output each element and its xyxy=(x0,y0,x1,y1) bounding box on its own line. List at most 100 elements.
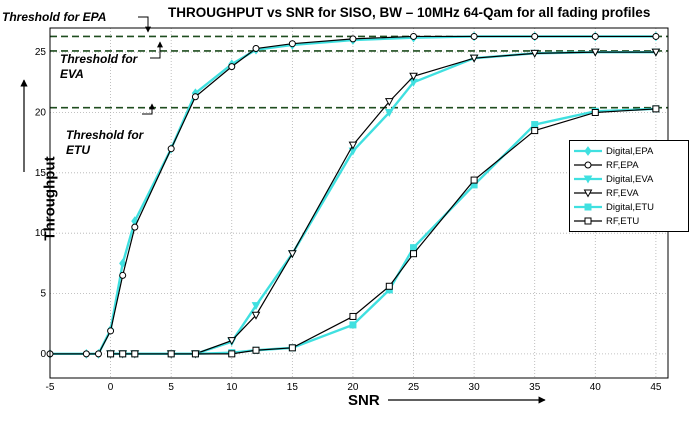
data-point xyxy=(227,337,237,346)
data-point xyxy=(251,311,261,320)
x-tick-label: 0 xyxy=(108,382,114,393)
x-tick-label: 30 xyxy=(469,382,481,393)
legend-label: RF,EVA xyxy=(606,187,639,199)
data-point xyxy=(583,189,593,198)
data-point xyxy=(652,105,660,113)
x-tick-label: 35 xyxy=(529,382,541,393)
y-tick-label: 25 xyxy=(35,47,47,58)
legend-swatch xyxy=(574,189,602,198)
x-tick-label: 45 xyxy=(650,382,662,393)
data-point xyxy=(531,127,539,135)
x-tick-label: 25 xyxy=(408,382,420,393)
data-point xyxy=(651,48,661,57)
legend-swatch xyxy=(574,175,602,184)
legend-entry: RF,EVA xyxy=(574,186,684,200)
data-point xyxy=(349,312,357,320)
data-point xyxy=(530,49,540,58)
data-point xyxy=(531,32,539,40)
data-point xyxy=(583,175,593,184)
data-point xyxy=(107,327,115,335)
data-point xyxy=(591,108,599,116)
x-tick-label: 15 xyxy=(287,382,299,393)
legend-swatch xyxy=(574,146,602,156)
data-point xyxy=(470,32,478,40)
data-point xyxy=(584,203,592,211)
legend-swatch xyxy=(574,203,602,211)
data-point xyxy=(107,350,115,358)
grid xyxy=(49,28,668,378)
legend-swatch xyxy=(574,161,602,169)
data-point xyxy=(469,54,479,63)
x-axis-label: SNR xyxy=(348,392,380,409)
legend-label: Digital,EPA xyxy=(606,145,654,157)
data-point xyxy=(191,350,199,358)
legend-label: Digital,EVA xyxy=(606,173,654,185)
legend-swatch xyxy=(574,217,602,225)
data-point xyxy=(119,350,127,358)
legend-label: RF,ETU xyxy=(606,215,640,227)
data-point xyxy=(470,176,478,184)
data-point xyxy=(349,321,357,329)
y-axis-label: Throughput xyxy=(41,156,59,241)
y-tick-label: 5 xyxy=(40,289,46,300)
y-tick-label: 10 xyxy=(35,228,47,239)
data-point xyxy=(591,32,599,40)
axes: -5 0 5 10 15 20 25 30 35 40 45 0 5 10 15 20 25 xyxy=(35,27,669,393)
data-point xyxy=(119,258,127,269)
data-point xyxy=(288,344,296,352)
data-point xyxy=(131,350,139,358)
data-point xyxy=(252,45,260,53)
data-point xyxy=(410,250,418,258)
data-point xyxy=(384,108,394,118)
data-point xyxy=(252,346,260,354)
data-point xyxy=(119,271,127,279)
data-point xyxy=(531,121,539,129)
data-point xyxy=(584,161,592,169)
data-point xyxy=(251,302,261,311)
data-point xyxy=(191,93,199,101)
data-point xyxy=(652,32,660,40)
series-rf-etu xyxy=(107,105,660,358)
legend-entry: RF,ETU xyxy=(574,214,684,228)
legend-label: RF,EPA xyxy=(606,159,639,171)
data-point xyxy=(228,350,236,358)
data-point xyxy=(385,282,393,290)
data-point xyxy=(167,145,175,153)
legend-label: Digital,ETU xyxy=(606,201,655,213)
series-line xyxy=(50,35,656,355)
data-point xyxy=(228,63,236,71)
threshold-label-eva: Threshold for EVA xyxy=(60,52,138,81)
y-tick-label: 20 xyxy=(35,107,47,118)
y-tick-label: 0 xyxy=(40,349,46,360)
data-point xyxy=(384,98,394,107)
legend-entry: RF,EPA xyxy=(574,158,684,172)
data-point xyxy=(584,146,592,156)
x-tick-label: -5 xyxy=(46,382,55,393)
legend-entry: Digital,EPA xyxy=(574,144,684,158)
data-point xyxy=(410,32,418,40)
legend-entry: Digital,EVA xyxy=(574,172,684,186)
data-point xyxy=(348,141,358,150)
series-layer xyxy=(46,31,661,359)
data-point xyxy=(409,72,418,81)
data-point xyxy=(410,244,418,252)
data-point xyxy=(82,350,90,358)
data-point xyxy=(131,223,139,231)
legend: Digital,EPA RF,EPA Digital,EVA RF,EVA Digita… xyxy=(569,140,689,232)
data-point xyxy=(590,48,600,57)
series-line xyxy=(50,35,656,356)
data-point xyxy=(288,40,296,48)
series-rf-epa xyxy=(46,32,660,358)
chart-title: THROUGHPUT vs SNR for SISO, BW – 10MHz 6… xyxy=(168,5,651,20)
data-point xyxy=(167,350,175,358)
x-tick-label: 10 xyxy=(226,382,238,393)
threshold-label-epa: Threshold for EPA xyxy=(2,10,107,24)
x-tick-label: 40 xyxy=(590,382,602,393)
data-point xyxy=(288,250,297,259)
x-tick-label: 5 xyxy=(168,382,174,393)
threshold-label-etu: Threshold for ETU xyxy=(66,128,144,157)
y-tick-label: 15 xyxy=(35,168,47,179)
data-point xyxy=(94,350,102,358)
legend-entry: Digital,ETU xyxy=(574,200,684,214)
